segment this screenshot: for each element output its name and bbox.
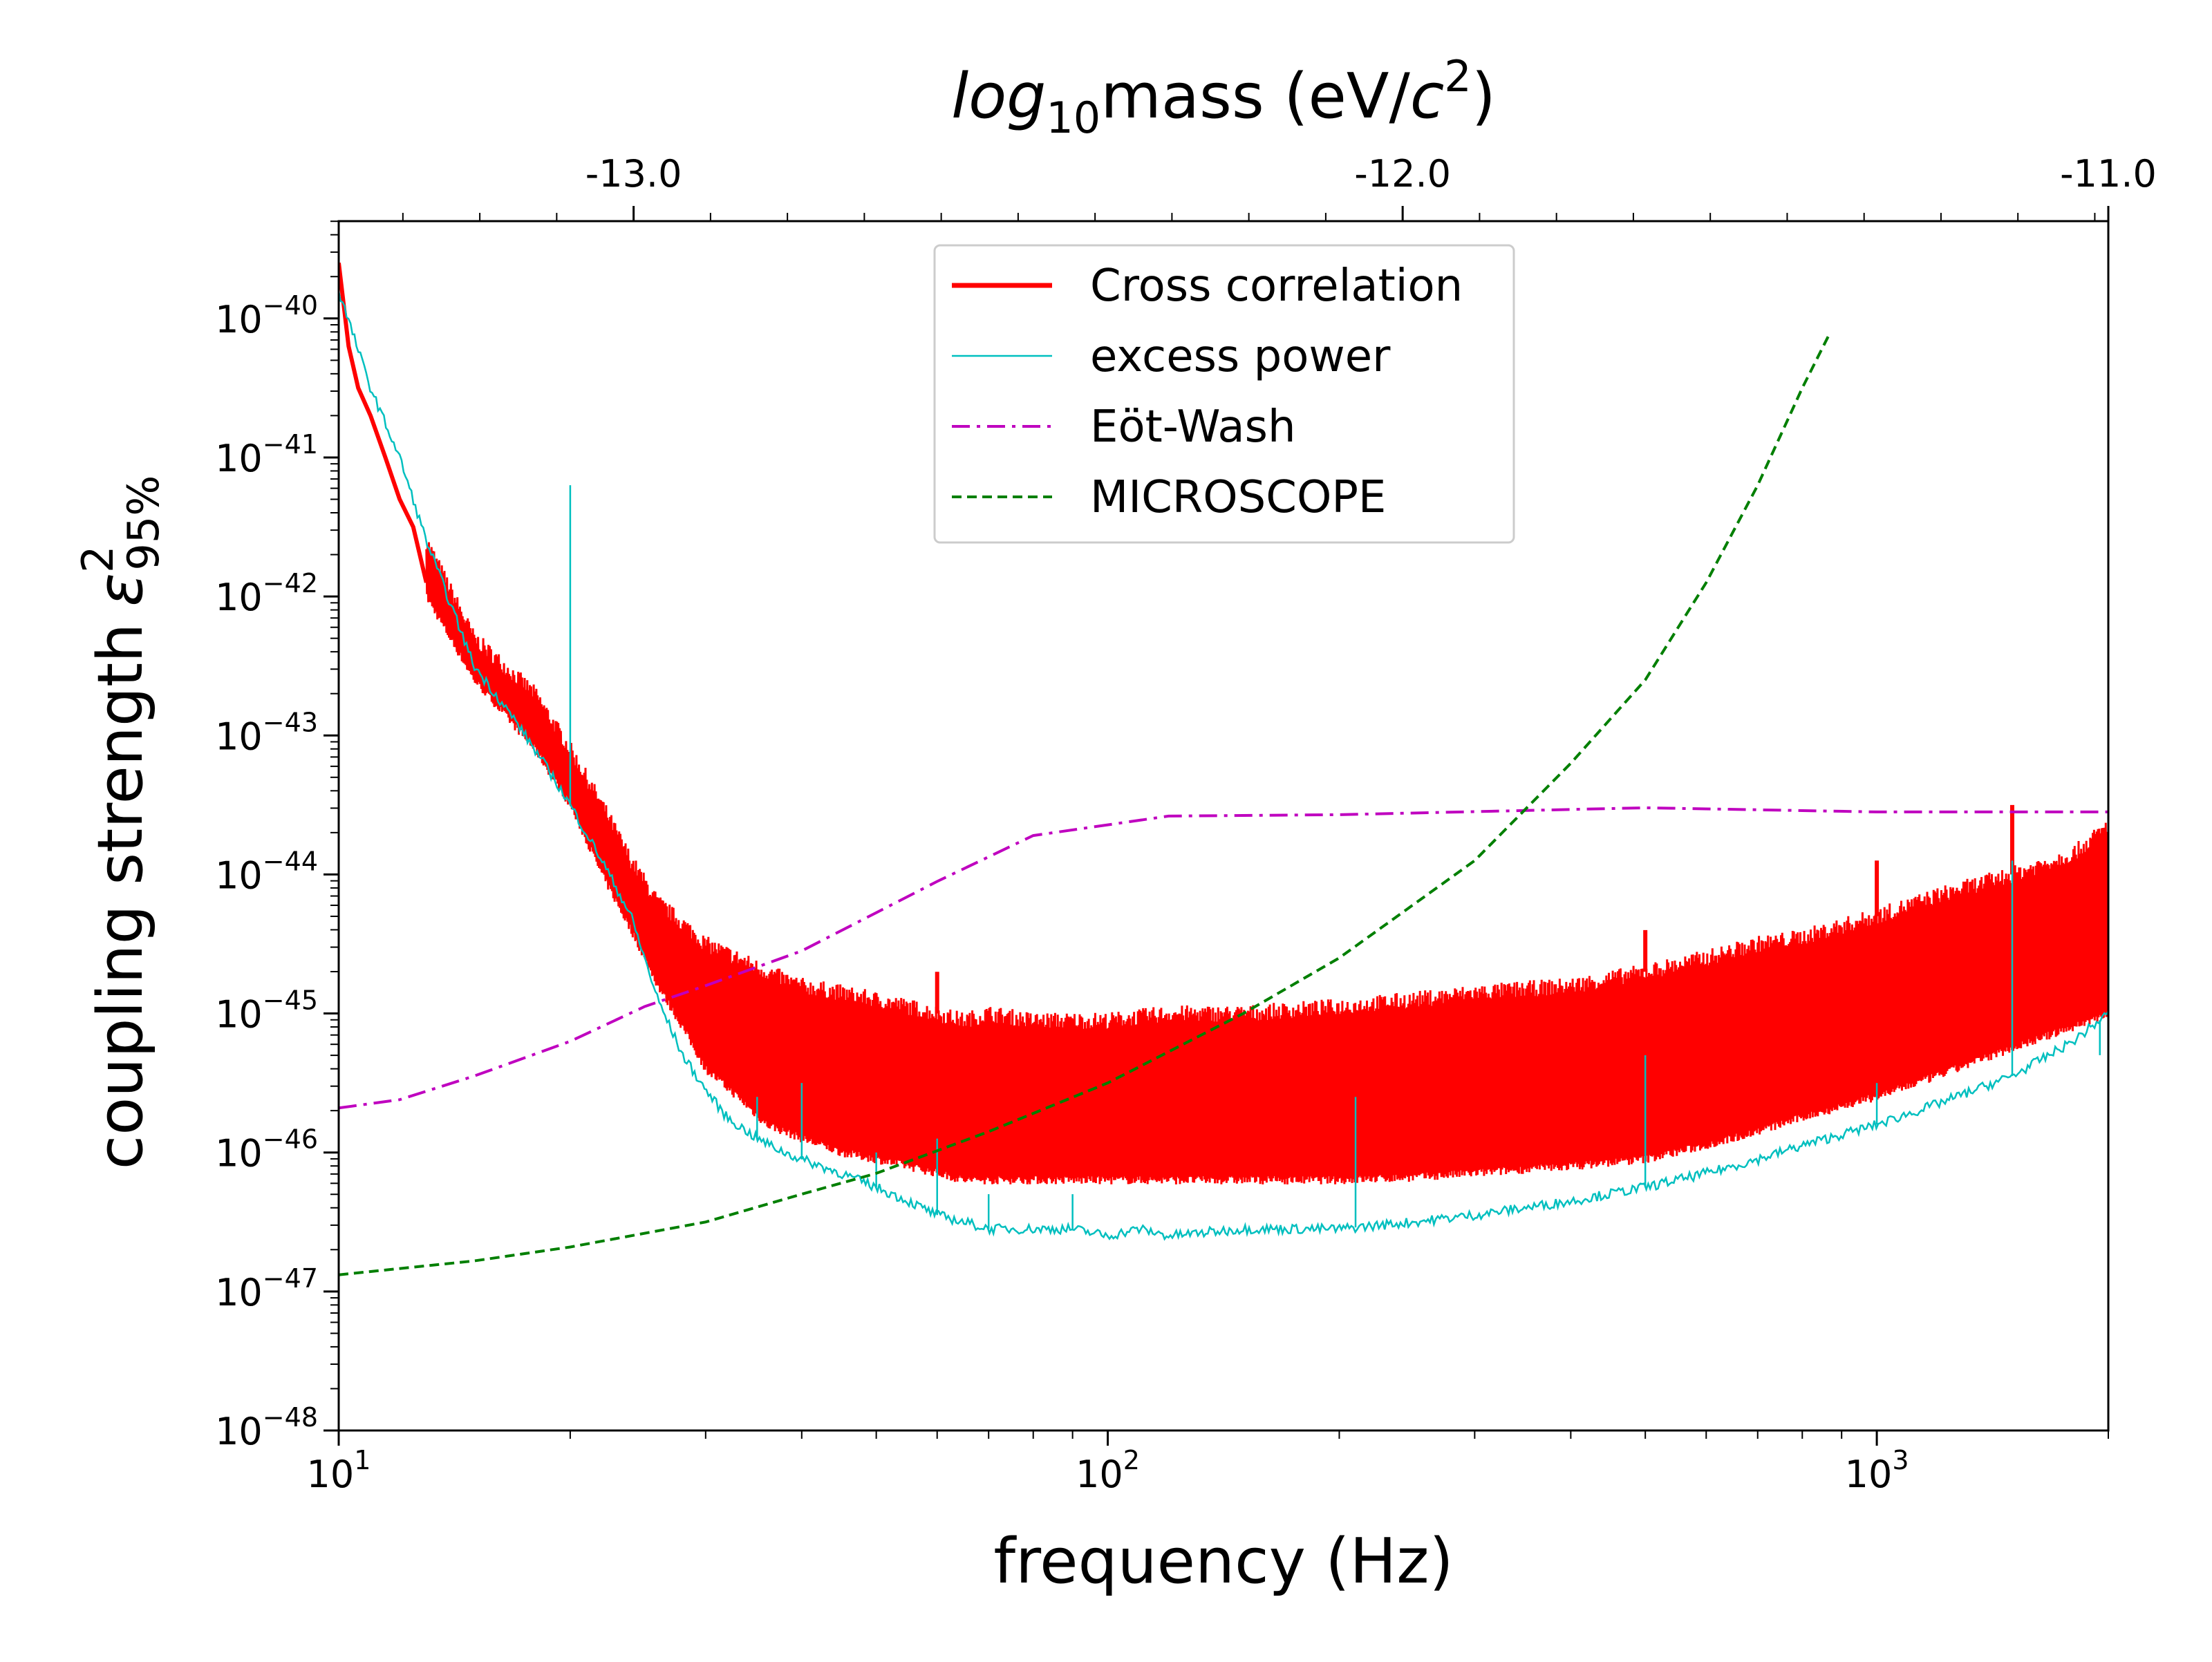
series-layer xyxy=(339,262,2108,1276)
legend-box xyxy=(933,244,1515,544)
y-tick-label-7: 10−47 xyxy=(215,1263,318,1314)
y-tick-label-6: 10−46 xyxy=(215,1124,318,1175)
x-axis-title: frequency (Hz) xyxy=(993,1525,1453,1598)
y-axis-title-symbol: ε xyxy=(84,573,157,607)
top-axis-title-sub: 10 xyxy=(1046,93,1100,143)
top-tick-label-2: -11.0 xyxy=(2060,152,2157,196)
y-tick-label-3: 10−43 xyxy=(215,707,318,758)
y-tick-label-5: 10−45 xyxy=(215,985,318,1037)
x-tick-label-2: 103 xyxy=(1845,1445,1909,1496)
y-tick-label-4: 10−44 xyxy=(215,846,318,897)
eot-wash-line xyxy=(339,806,2108,1110)
top-axis-title-main: mass (eV/ xyxy=(1100,60,1410,133)
x-tick-label-0: 101 xyxy=(307,1445,371,1496)
legend: Cross correlation excess power Eöt-Wash MIC… xyxy=(933,244,1515,544)
top-tick-label-0: -13.0 xyxy=(585,152,682,196)
y-axis-title-main: coupling strength xyxy=(84,623,157,1170)
x-tick-label-1: 102 xyxy=(1076,1445,1140,1496)
excess-power-line xyxy=(339,291,2108,1241)
y-tick-label-1: 10−41 xyxy=(215,429,318,480)
legend-label-0: Cross correlation xyxy=(1090,261,1463,312)
plot-frame xyxy=(337,220,2110,1432)
legend-label-1: excess power xyxy=(1090,331,1391,382)
top-axis-title-suffix: ) xyxy=(1472,60,1496,133)
y-tick-label-2: 10−42 xyxy=(215,568,318,619)
y-tick-label-8: 10−48 xyxy=(215,1402,318,1453)
top-axis-title-log: log xyxy=(951,60,1046,133)
y-axis-title-sub: 95% xyxy=(118,475,169,571)
microscope-line xyxy=(339,332,1832,1276)
axes-layer: 101 102 103 10−40 10−41 10−42 10−43 10−44 10−45 1… xyxy=(215,152,2157,1496)
legend-label-3: MICROSCOPE xyxy=(1090,472,1386,523)
top-axis-title: log10mass (eV/c2) xyxy=(951,51,1496,143)
y-axis-title: coupling strength ε295% xyxy=(73,475,169,1170)
top-axis-title-sup: 2 xyxy=(1444,51,1471,102)
y-axis-title-sup: 2 xyxy=(73,546,123,573)
top-axis-title-c: c xyxy=(1410,60,1444,133)
cross-correlation-line xyxy=(339,262,429,583)
top-tick-label-1: -12.0 xyxy=(1354,152,1451,196)
legend-label-2: Eöt-Wash xyxy=(1090,402,1296,453)
cross-correlation-band-fill xyxy=(682,837,2108,1169)
y-tick-label-0: 10−40 xyxy=(215,290,318,341)
